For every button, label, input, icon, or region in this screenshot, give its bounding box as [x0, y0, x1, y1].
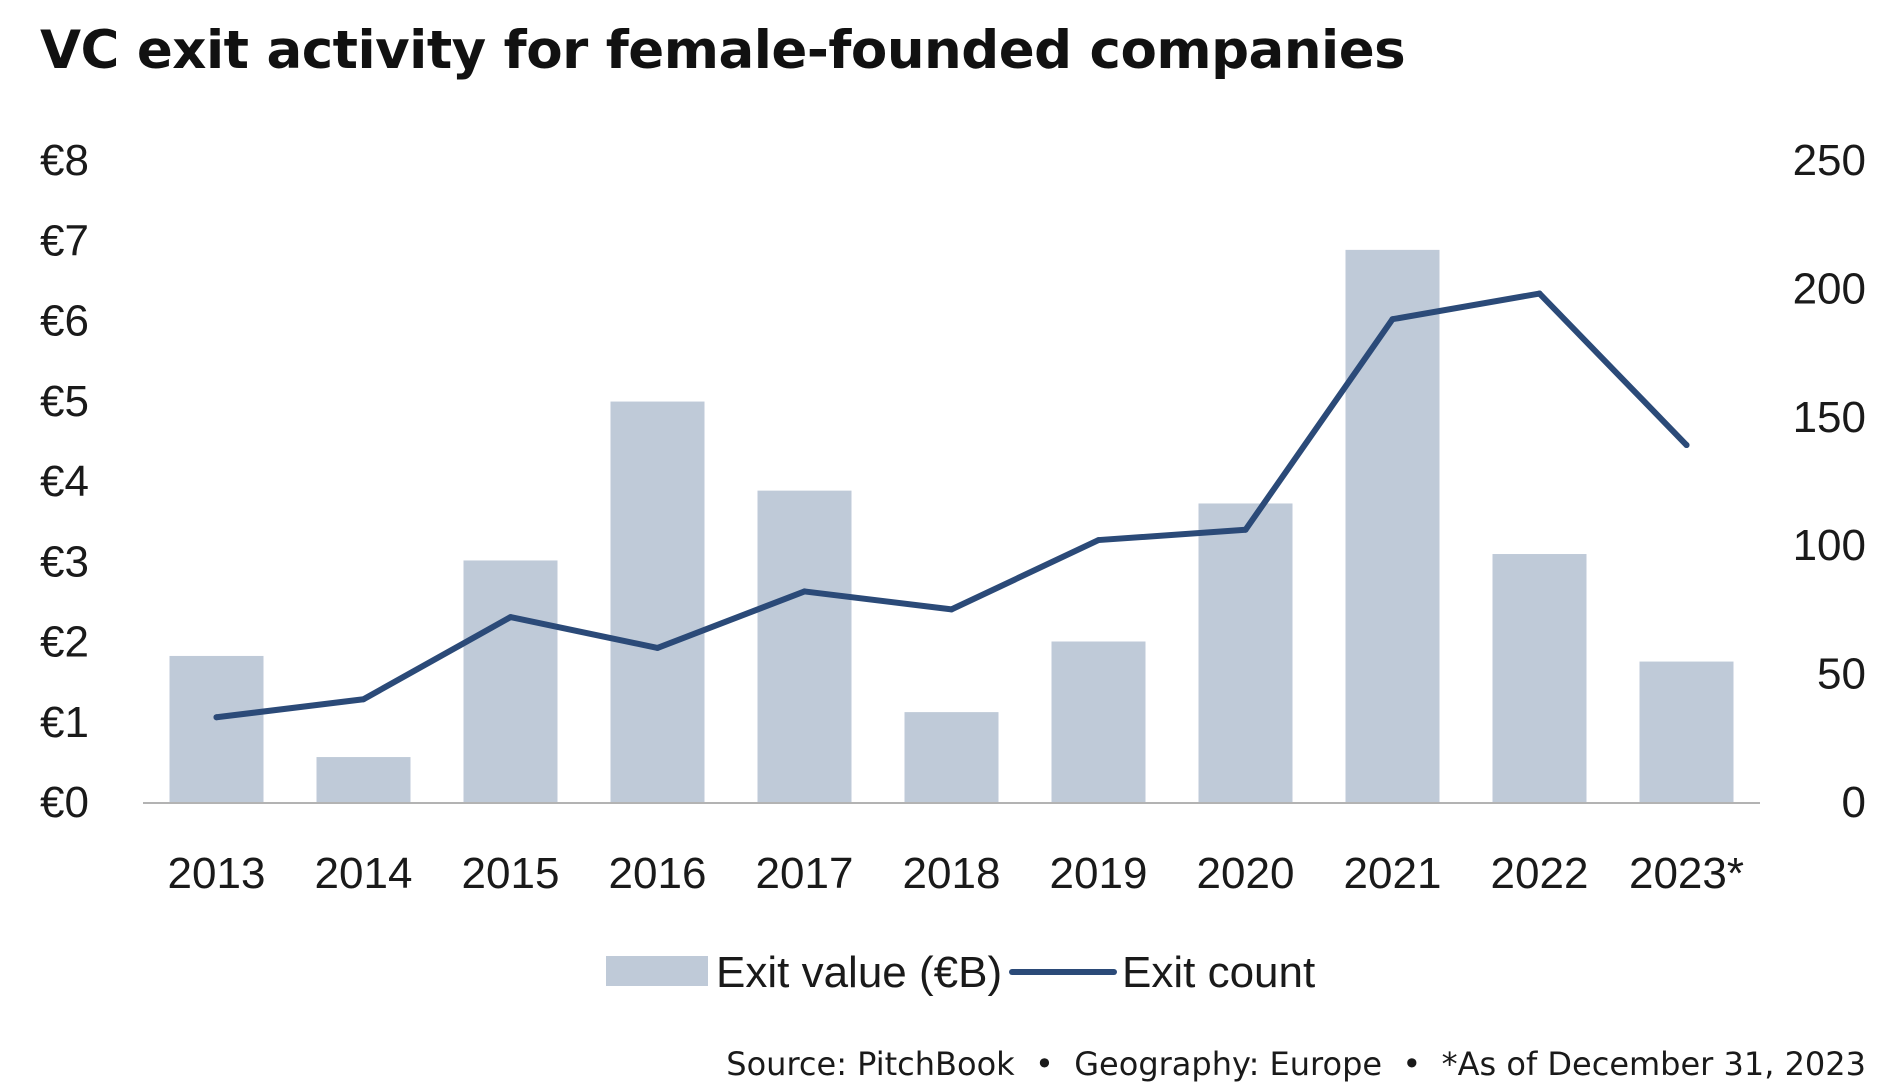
exit-count-point-2022 [1536, 290, 1543, 297]
y-right-tick-label: 100 [1793, 521, 1866, 570]
y-left-tick-label: €5 [40, 377, 89, 426]
y-left-tick-label: €0 [40, 778, 89, 827]
y-left-tick-label: €2 [40, 618, 89, 667]
exit-count-point-2013 [213, 714, 220, 721]
bar-2022 [1492, 554, 1587, 802]
chart-title: VC exit activity for female-founded comp… [40, 20, 1406, 81]
exit-count-point-2023 [1683, 442, 1690, 449]
legend-swatch-exit-value [606, 956, 708, 986]
bar-2018 [904, 712, 999, 802]
legend-label-exit-value: Exit value (€B) [716, 948, 1002, 997]
exit-count-point-2017 [801, 588, 808, 595]
exit-count-point-2016 [654, 644, 661, 651]
y-left-tick-label: €1 [40, 698, 89, 747]
x-tick-label: 2023* [1629, 849, 1744, 898]
legend-label-exit-count: Exit count [1122, 948, 1315, 997]
x-tick-label: 2014 [315, 849, 413, 898]
exit-count-point-2020 [1242, 526, 1249, 533]
exit-count-point-2021 [1389, 316, 1396, 323]
bar-2015 [463, 560, 558, 802]
left-axis: €0 €1 €2 €3 €4 €5 €6 €7 €8 [40, 136, 89, 827]
y-left-tick-label: €4 [40, 457, 89, 506]
y-left-tick-label: €7 [40, 216, 89, 265]
bar-2016 [610, 401, 705, 802]
x-tick-label: 2017 [756, 849, 854, 898]
y-left-tick-label: €3 [40, 537, 89, 586]
x-tick-label: 2013 [168, 849, 266, 898]
legend: Exit value (€B) Exit count [606, 948, 1315, 997]
x-tick-label: 2020 [1197, 849, 1295, 898]
exit-count-point-2018 [948, 606, 955, 613]
bar-2023 [1639, 661, 1734, 802]
x-tick-label: 2021 [1344, 849, 1442, 898]
x-tick-label: 2015 [462, 849, 560, 898]
x-axis: 2013 2014 2015 2016 2017 2018 2019 2020 2021 2022… [168, 849, 1744, 898]
y-right-tick-label: 150 [1793, 393, 1866, 442]
y-right-tick-label: 0 [1842, 778, 1866, 827]
bar-2013 [169, 655, 264, 802]
source-note: Source: PitchBook • Geography: Europe • … [726, 1045, 1866, 1083]
exit-count-line [213, 290, 1690, 721]
x-tick-label: 2019 [1050, 849, 1148, 898]
exit-count-point-2014 [360, 696, 367, 703]
y-left-tick-label: €8 [40, 136, 89, 185]
exit-count-point-2019 [1095, 537, 1102, 544]
y-right-tick-label: 250 [1793, 136, 1866, 185]
exit-count-point-2015 [507, 614, 514, 621]
bar-2014 [316, 757, 411, 802]
bar-2019 [1051, 641, 1146, 802]
y-right-tick-label: 50 [1817, 650, 1866, 699]
bar-2017 [757, 490, 852, 802]
bar-2020 [1198, 503, 1293, 802]
x-tick-label: 2022 [1491, 849, 1589, 898]
x-tick-label: 2016 [609, 849, 707, 898]
y-right-tick-label: 200 [1793, 264, 1866, 313]
x-tick-label: 2018 [903, 849, 1001, 898]
y-left-tick-label: €6 [40, 297, 89, 346]
right-axis: 0 50 100 150 200 250 [1793, 136, 1866, 827]
bar-series [169, 249, 1734, 802]
bar-2021 [1345, 249, 1440, 802]
